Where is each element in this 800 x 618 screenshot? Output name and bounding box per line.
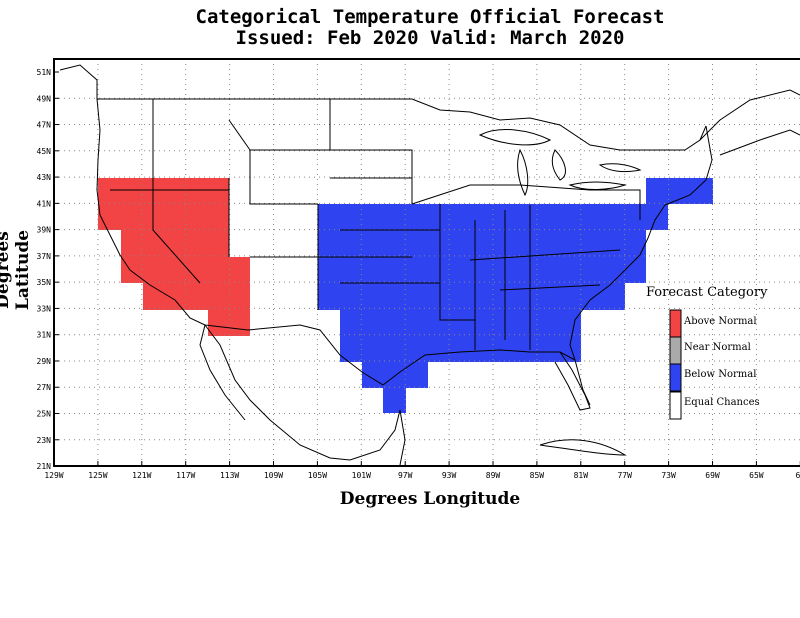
above-normal-region	[98, 178, 250, 336]
lat-tick-label: 41N	[37, 199, 52, 208]
lat-tick-label: 43N	[37, 173, 52, 182]
lon-tick-label: 93W	[442, 471, 457, 480]
lon-tick-label: 65W	[749, 471, 764, 480]
lon-tick-label: 61	[795, 471, 800, 480]
lon-tick-label: 73W	[661, 471, 676, 480]
x-axis-label: Degrees Longitude	[339, 489, 521, 509]
map-title-line1: Categorical Temperature Official Forecas…	[195, 6, 665, 28]
legend-label-above: Above Normal	[684, 316, 757, 327]
lon-tick-label: 109W	[264, 471, 283, 480]
lon-tick-label: 125W	[88, 471, 107, 480]
lon-tick-label: 89W	[486, 471, 501, 480]
latitude-tick-labels: 51N 49N 47N 45N 43N 41N 39N 37N 35N 33N 31N 29N 27N 2…	[37, 68, 52, 471]
legend-swatch	[669, 363, 682, 392]
legend-label-below: Below Normal	[684, 369, 757, 380]
plot-frame	[53, 58, 800, 467]
lat-tick-label: 33N	[37, 304, 52, 313]
lat-tick-label: 23N	[37, 436, 52, 445]
lat-tick-label: 39N	[37, 226, 52, 235]
lon-tick-label: 97W	[398, 471, 413, 480]
y-axis-label: Degrees Latitude	[0, 229, 33, 311]
lat-tick-label: 25N	[37, 410, 52, 419]
lon-tick-label: 85W	[530, 471, 545, 480]
lon-tick-label: 121W	[132, 471, 151, 480]
axis-ticks	[53, 71, 800, 467]
lon-tick-label: 105W	[308, 471, 327, 480]
lat-tick-label: 37N	[37, 252, 52, 261]
map-grid	[54, 59, 800, 466]
legend-title: Forecast Category	[646, 285, 768, 300]
lat-tick-label: 49N	[37, 94, 52, 103]
lon-tick-label: 113W	[220, 471, 239, 480]
lat-tick-label: 45N	[37, 147, 52, 156]
map-boundaries	[59, 64, 800, 466]
longitude-tick-labels: 129W 125W 121W 117W 113W 109W 105W 101W 97W 93W 89…	[44, 471, 800, 480]
legend-swatch	[669, 336, 682, 365]
lat-tick-label: 21N	[37, 462, 52, 471]
legend-label-equal: Equal Chances	[684, 397, 760, 408]
lat-tick-label: 51N	[37, 68, 52, 77]
map-title-line2: Issued: Feb 2020 Valid: March 2020	[235, 27, 625, 49]
lat-tick-label: 27N	[37, 383, 52, 392]
lat-tick-label: 47N	[37, 121, 52, 130]
legend-label-near: Near Normal	[684, 342, 751, 353]
map-plot-area: 51N 49N 47N 45N 43N 41N 39N 37N 35N 33N 31N 29N 27N 2…	[37, 58, 800, 480]
lat-tick-label: 35N	[37, 278, 52, 287]
legend-swatches	[669, 309, 682, 420]
below-normal-region	[318, 178, 713, 413]
lon-tick-label: 117W	[176, 471, 195, 480]
legend-swatch	[669, 391, 682, 420]
lat-tick-label: 31N	[37, 331, 52, 340]
lat-tick-label: 29N	[37, 357, 52, 366]
legend-swatch	[669, 309, 682, 338]
lon-tick-label: 69W	[705, 471, 720, 480]
lon-tick-label: 129W	[44, 471, 63, 480]
lon-tick-label: 101W	[352, 471, 371, 480]
lon-tick-label: 77W	[617, 471, 632, 480]
lon-tick-label: 81W	[574, 471, 589, 480]
